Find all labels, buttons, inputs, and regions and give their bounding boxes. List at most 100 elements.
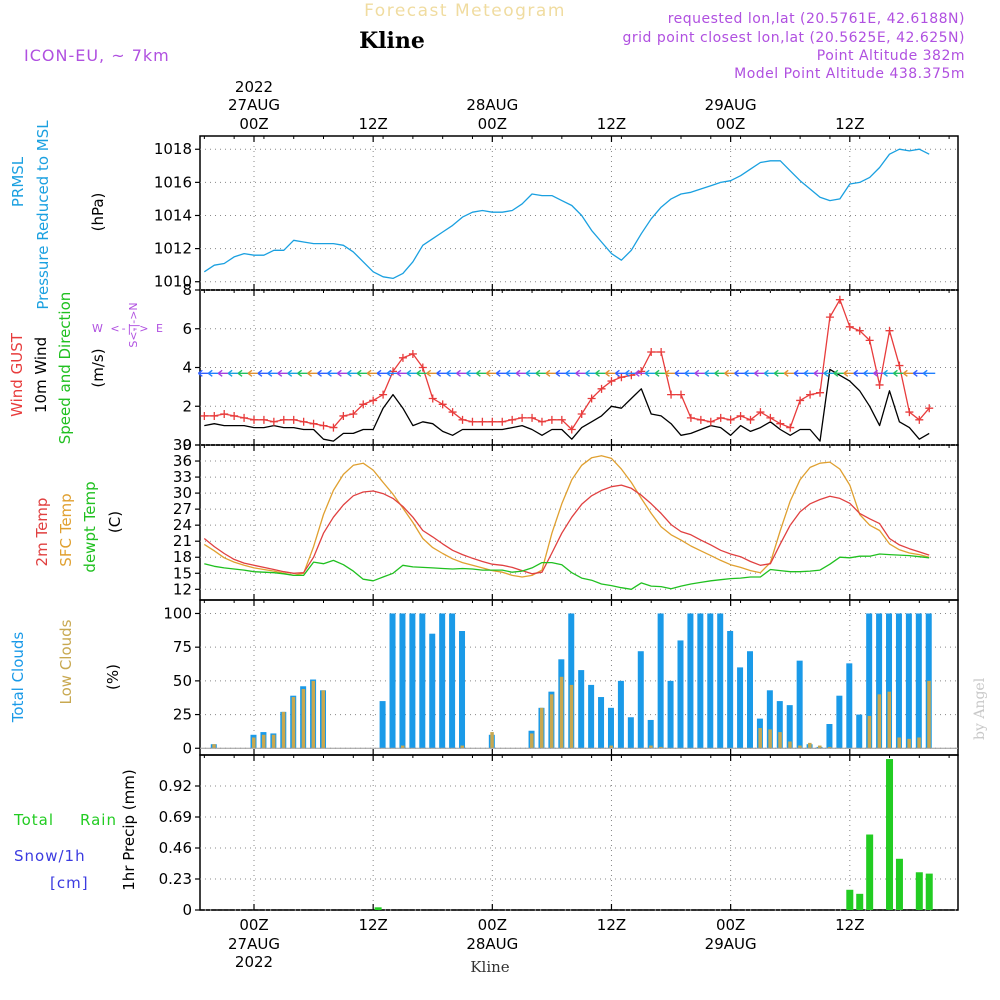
total-cloud-bar <box>598 697 605 749</box>
wind-label-10m: 10m Wind <box>32 337 50 413</box>
header-title: Forecast Meteogram <box>364 1 566 21</box>
gust-point-marker <box>438 400 447 409</box>
gust-point-marker <box>398 353 407 362</box>
y-tick-label: 0 <box>182 739 192 757</box>
gust-point-marker <box>587 394 596 403</box>
y-tick-label: 4 <box>182 359 192 377</box>
gust-point-marker <box>806 390 815 399</box>
low-cloud-bar <box>877 694 882 749</box>
total-cloud-bar <box>627 717 634 749</box>
gust-point-marker <box>676 390 685 399</box>
gust-point-marker <box>736 411 745 420</box>
gust-point-marker <box>845 322 854 331</box>
y-tick-label: 21 <box>173 532 192 550</box>
clouds-label-low: Low Clouds <box>57 619 75 704</box>
total-cloud-bar <box>766 690 773 749</box>
total-cloud-bar <box>707 613 714 749</box>
y-tick-label: 100 <box>163 604 192 622</box>
total-cloud-bar <box>786 705 793 749</box>
rain-bar <box>856 893 864 910</box>
low-cloud-bar <box>569 684 574 749</box>
gust-point-marker <box>726 415 735 424</box>
y-tick-label: 24 <box>173 516 192 534</box>
low-cloud-bar <box>778 732 782 749</box>
gust-point-marker <box>865 336 874 345</box>
precip-label-rain: Rain <box>80 811 117 829</box>
y-tick-label: 18 <box>173 548 192 566</box>
gust-point-marker <box>597 384 606 393</box>
gust-point-marker <box>895 361 904 370</box>
time-bottom-label: 12Z <box>835 916 864 934</box>
gust-point-marker <box>885 326 894 335</box>
gust-point-marker <box>667 390 676 399</box>
low-cloud-bar <box>827 746 832 749</box>
gust-point-marker <box>547 415 556 424</box>
y-tick-label: 25 <box>173 706 192 724</box>
temp-unit: (C) <box>106 511 124 533</box>
total-cloud-bar <box>637 651 644 749</box>
rain-bar <box>915 872 923 910</box>
day-bottom-label: 27AUG <box>228 935 280 953</box>
total-cloud-bar <box>439 613 446 749</box>
low-cloud-bar <box>261 734 266 749</box>
pressure-label-prmsl: PRMSL <box>9 156 27 207</box>
gust-point-marker <box>786 423 795 432</box>
total-cloud-bar <box>747 651 753 749</box>
y-tick-label: 6 <box>182 320 192 338</box>
y-tick-label: 0.46 <box>159 839 192 857</box>
total-cloud-bar <box>647 719 654 749</box>
wind-gust-line <box>204 299 930 431</box>
gust-point-marker <box>855 326 864 335</box>
gust-point-marker <box>816 388 825 397</box>
y-tick-label: 0 <box>182 901 192 919</box>
y-tick-label: 2 <box>182 397 192 415</box>
gust-point-marker <box>756 408 765 417</box>
total-cloud-bar <box>667 680 674 749</box>
total-cloud-bar <box>617 680 624 749</box>
y-tick-label: 1014 <box>154 206 192 224</box>
gust-point-marker <box>478 417 487 426</box>
gust-point-marker <box>647 348 656 356</box>
gust-point-marker <box>240 413 249 422</box>
y-tick-label: 50 <box>173 672 192 690</box>
rain-bar <box>886 759 894 910</box>
panel-pressure: 1010 1012 1014 1016 1018 <box>154 135 959 291</box>
gust-point-marker <box>796 396 805 405</box>
gust-point-marker <box>349 410 358 418</box>
gust-point-marker <box>448 408 457 417</box>
pressure-label-msl: Pressure Reduced to MSL <box>34 120 52 310</box>
gust-point-marker <box>379 390 388 399</box>
total-cloud-bar <box>856 714 863 749</box>
y-tick-label: 36 <box>173 452 192 470</box>
rain-bar <box>846 889 854 910</box>
low-cloud-bar <box>649 745 653 749</box>
gust-point-marker <box>339 411 348 420</box>
gust-point-marker <box>925 404 934 413</box>
header-model: ICON-EU, ~ 7km <box>24 46 170 65</box>
gust-point-marker <box>230 411 239 420</box>
y-tick-label: 15 <box>173 564 192 582</box>
gust-point-marker <box>359 400 368 409</box>
total-cloud-bar <box>399 613 406 749</box>
gust-point-marker <box>825 313 834 322</box>
y-tick-label: 0 <box>182 436 192 454</box>
y-tick-label: 0.69 <box>159 808 192 826</box>
gust-point-marker <box>200 411 209 420</box>
y-tick-label: 12 <box>173 580 192 598</box>
gust-point-marker <box>518 413 527 422</box>
time-bottom-label: 12Z <box>597 916 626 934</box>
gust-point-marker <box>418 363 427 372</box>
gust-point-marker <box>766 413 775 422</box>
header-gridpoint: grid point closest lon,lat (20.5625E, 42… <box>622 30 965 46</box>
gust-point-marker <box>706 417 715 426</box>
gust-point-marker <box>776 419 785 428</box>
total-cloud-bar <box>449 613 456 749</box>
gust-point-marker <box>617 373 626 382</box>
low-cloud-bar <box>609 745 613 749</box>
gust-point-marker <box>915 415 924 424</box>
low-cloud-bar <box>867 715 872 749</box>
low-cloud-bar <box>539 707 544 749</box>
time-bottom-label: 00Z <box>716 916 745 934</box>
gust-point-marker <box>657 348 666 356</box>
total-cloud-bar <box>687 613 694 749</box>
